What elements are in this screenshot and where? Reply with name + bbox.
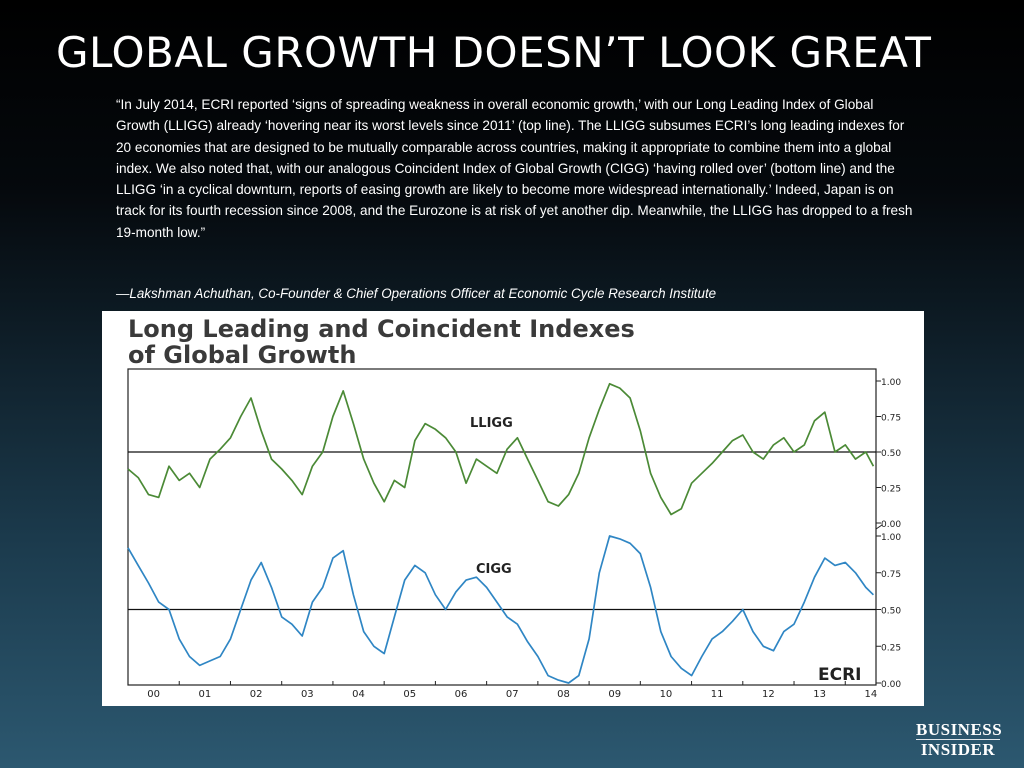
logo-line-2: INSIDER [920, 740, 996, 759]
xtick-label: 06 [455, 689, 468, 700]
cigg-ytick-label: 0.00 [881, 680, 901, 690]
xtick-label: 07 [506, 689, 519, 700]
axis-break-mark [875, 524, 883, 530]
business-insider-logo: BUSINESS INSIDER [916, 720, 1003, 759]
lligg-ytick-label: 0.25 [881, 485, 901, 495]
cigg-series-label: CIGG [476, 562, 512, 577]
xtick-label: 01 [198, 689, 211, 700]
chart-svg: Long Leading and Coincident Indexes of G… [127, 315, 901, 700]
slide-title: GLOBAL GROWTH DOESN’T LOOK GREAT [56, 28, 932, 77]
xtick-label: 10 [660, 689, 673, 700]
lligg-ytick-label: 0.00 [881, 520, 901, 530]
lligg-series-line [127, 382, 875, 516]
xtick-label: 12 [762, 689, 775, 700]
lligg-ytick-label: 0.75 [881, 414, 901, 424]
cigg-ytick-label: 0.50 [881, 607, 901, 617]
ecri-watermark: ECRI [818, 665, 862, 685]
lligg-ytick-label: 1.00 [881, 378, 901, 388]
chart-title-line2: of Global Growth [128, 341, 356, 369]
xtick-label: 03 [301, 689, 314, 700]
xtick-label: 00 [147, 689, 160, 700]
lligg-series-label: LLIGG [470, 416, 513, 431]
cigg-series-line [127, 535, 874, 684]
xtick-label: 05 [403, 689, 416, 700]
xtick-label: 09 [608, 689, 621, 700]
xtick-label: 04 [352, 689, 365, 700]
xtick-label: 13 [813, 689, 826, 700]
quote-attribution: —Lakshman Achuthan, Co-Founder & Chief O… [116, 286, 717, 301]
xtick-label: 11 [711, 689, 724, 700]
chart-panel: Long Leading and Coincident Indexes of G… [102, 311, 924, 706]
xtick-label: 02 [250, 689, 263, 700]
logo-line-1: BUSINESS [916, 720, 1003, 740]
cigg-ytick-label: 1.00 [881, 533, 901, 543]
cigg-ytick-label: 0.25 [881, 643, 901, 653]
xtick-label: 14 [865, 689, 878, 700]
plot-frame [127, 368, 877, 686]
chart-title-line1: Long Leading and Coincident Indexes [128, 315, 635, 343]
xtick-label: 08 [557, 689, 570, 700]
cigg-ytick-label: 0.75 [881, 570, 901, 580]
lligg-ytick-label: 0.50 [881, 449, 901, 459]
quote-text: “In July 2014, ECRI reported ‘signs of s… [116, 97, 913, 240]
